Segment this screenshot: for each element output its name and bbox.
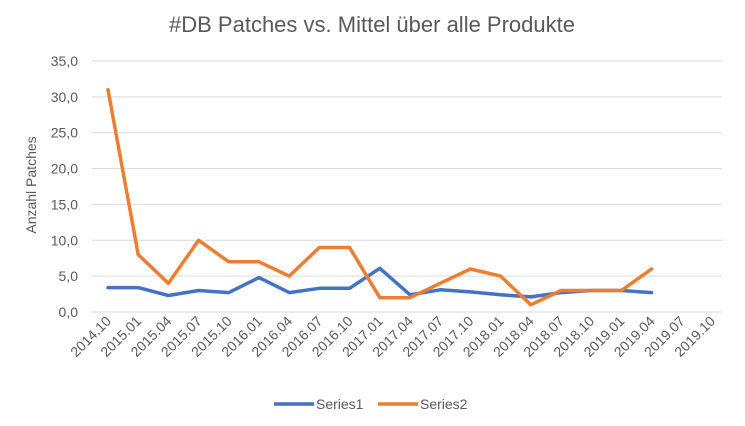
series-2-line <box>106 87 654 307</box>
legend-label: Series2 <box>420 396 468 412</box>
y-axis-title: Anzahl Patches <box>23 136 39 233</box>
x-axis: 2014.102015.012015.042015.072015.102016.… <box>67 313 718 360</box>
y-tick-label: 20,0 <box>51 161 78 177</box>
series-lines <box>106 87 654 307</box>
series-1-line <box>106 266 654 299</box>
legend: Series1 Series2 <box>274 396 468 412</box>
y-tick-label: 35,0 <box>51 53 78 69</box>
y-tick-label: 0,0 <box>59 304 79 320</box>
y-tick-label: 25,0 <box>51 125 78 141</box>
y-tick-label: 15,0 <box>51 196 78 212</box>
legend-label: Series1 <box>316 396 364 412</box>
y-tick-label: 5,0 <box>59 268 79 284</box>
chart-title: #DB Patches vs. Mittel über alle Produkt… <box>169 12 575 37</box>
y-tick-label: 10,0 <box>51 232 78 248</box>
y-axis: 0,0 5,0 10,0 15,0 20,0 25,0 30,0 35,0 <box>51 53 78 320</box>
y-tick-label: 30,0 <box>51 89 78 105</box>
gridlines <box>92 60 722 313</box>
